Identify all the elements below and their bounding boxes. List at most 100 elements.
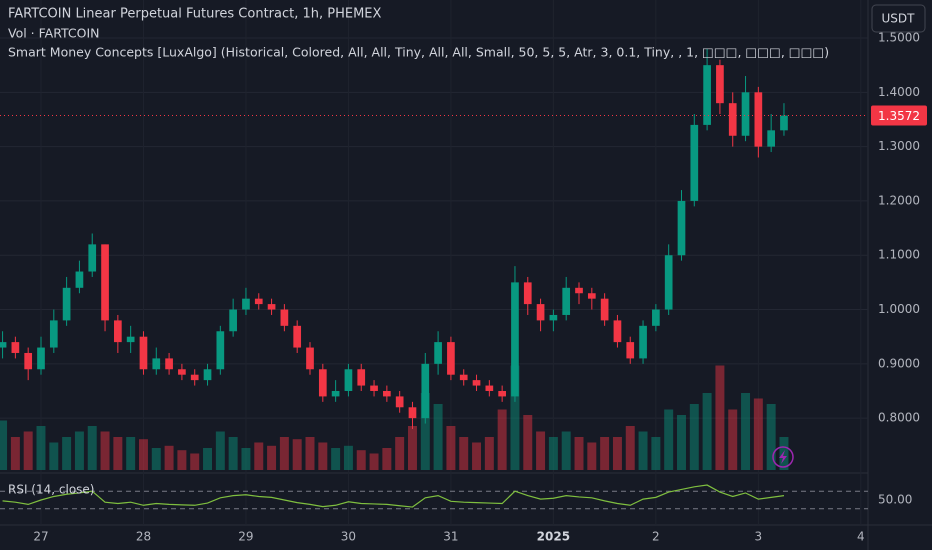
x-tick-label: 2025 [537,530,570,544]
candle-body [716,65,724,104]
candle-body [0,342,7,348]
volume-bar [728,409,738,470]
candle-body [229,309,237,332]
candle-body [344,369,353,391]
volume-bar [753,398,763,470]
volume-bar [151,448,161,470]
candle-body [652,309,660,326]
volume-bar [548,437,558,470]
candle-body [600,298,609,321]
candle-body [549,314,558,321]
volume-bar [74,431,84,470]
volume-bar [164,445,174,470]
volume-bar [497,409,507,470]
volume-bar [702,393,712,470]
candle-body [741,92,750,136]
axes: 0.8000 0.9000 1.0000 1.1000 1.2000 1.3000 1.40… [0,31,927,544]
candle-body [280,309,289,326]
candle-body [664,255,673,310]
rsi-line [2,484,785,508]
volume-bar [446,426,456,470]
volume-bar [138,439,148,470]
volume-bar [0,420,8,470]
rsi-tick-label: 50.00 [878,493,912,507]
alert-icon[interactable] [772,446,794,468]
volume-bar [356,450,366,470]
candle-body [536,304,545,321]
volume-bar [600,437,610,470]
volume-bar [638,431,648,470]
x-tick-label: 28 [136,530,151,544]
volume-bar [343,445,353,470]
candle-body [587,293,596,299]
volume-bar [664,409,674,470]
rsi-pane [0,484,868,510]
candle-body [101,244,109,321]
volume-bar [651,437,661,470]
candle-body [357,369,366,386]
candle-body [459,374,468,381]
alert-icon-bolt [779,450,787,464]
volume-bar [318,442,328,470]
x-tick-label: 4 [857,530,865,544]
candle-body [24,352,33,370]
candle-body [767,130,775,147]
volume-bar [267,445,277,470]
y-tick-label: 1.5000 [878,31,920,45]
currency-label[interactable]: USDT [882,12,916,26]
candle-body [626,342,635,359]
y-tick-label: 1.0000 [878,302,920,316]
volume-bar [279,437,289,470]
volume-bar [87,426,97,470]
volume-bar [510,365,520,470]
volume-bar [177,450,187,470]
currency-button[interactable] [871,4,926,33]
volume-bar [228,437,238,470]
volume-bar [561,431,571,470]
chart-title: FARTCOIN Linear Perpetual Futures Contra… [8,7,382,22]
candle-body [165,358,173,370]
y-tick-label: 0.9000 [878,356,920,370]
volume-bar [292,439,302,470]
volume-bar [190,453,200,470]
volume-bar [523,415,533,470]
candle-body [562,287,571,315]
volume-bar [459,437,469,470]
volume-bar [689,404,699,470]
volume-bar [254,442,264,470]
candle-body [780,115,788,131]
volume-bar [23,431,33,470]
indicator-label: Smart Money Concepts [LuxAlgo] (Historic… [8,45,829,60]
volume-bar [536,431,546,470]
volume-bar [10,437,20,470]
candle-body [703,65,711,125]
rsi-label: RSI (14, close) [8,483,94,497]
candle-body [152,358,161,370]
volume-bar [625,426,635,470]
volume-bar [779,437,789,470]
candle-body [216,331,225,370]
candle-body [203,369,212,381]
candle-body [178,369,186,375]
candle-body [306,347,314,370]
volume-bar [113,437,123,470]
volume-bar [407,426,417,470]
y-tick-label: 1.2000 [878,193,920,207]
candle-body [242,298,250,310]
x-tick-label: 30 [341,530,356,544]
candle-body [75,271,84,288]
candle-body [11,342,20,353]
y-tick-label: 1.1000 [878,248,920,262]
candle-body [447,342,455,375]
candle-body [523,282,532,305]
candle-body [485,385,494,391]
candle-body [498,390,506,397]
x-tick-label: 2 [652,530,660,544]
candle-body [49,320,58,348]
candle-body [395,396,404,408]
candle-body [293,325,302,348]
volume-bar [420,393,430,470]
candle-body [370,385,378,391]
volume-bar [433,404,443,470]
